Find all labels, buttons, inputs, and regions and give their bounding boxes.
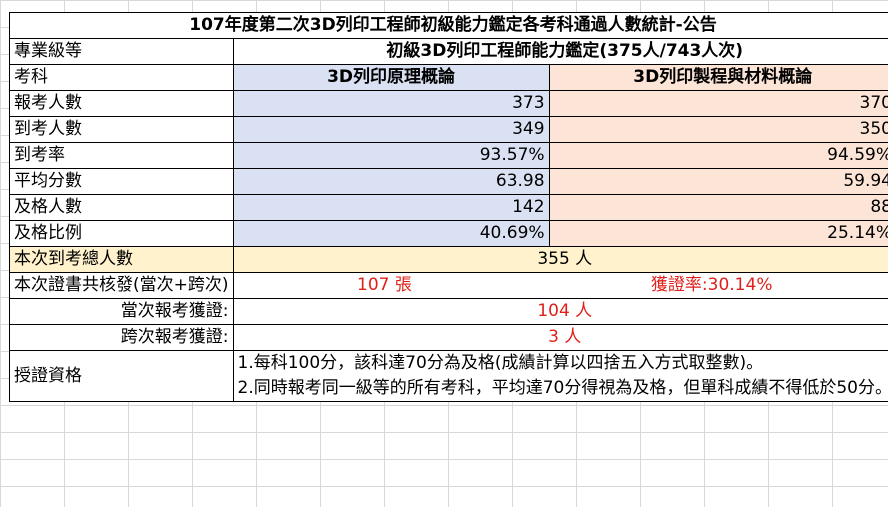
- title-row: 107年度第二次3D列印工程師初級能力鑑定各考科通過人數統計-公告: [9, 12, 888, 39]
- subject-2-value[interactable]: 88: [548, 194, 888, 221]
- level-label[interactable]: 專業級等: [9, 38, 234, 65]
- certificates-rate: 獲證率:30.14%: [650, 275, 773, 295]
- cross-cert-value[interactable]: 3 人: [232, 324, 888, 351]
- subject-1-value[interactable]: 349: [232, 116, 550, 143]
- current-cert-value[interactable]: 104 人: [232, 298, 888, 325]
- total-attendees-value[interactable]: 355 人: [232, 246, 888, 273]
- certificates-row: 本次證書共核發(當次+跨次) 107 張 獲證率:30.14%: [9, 272, 888, 299]
- subject-2-value[interactable]: 25.14%: [548, 220, 888, 247]
- row-label[interactable]: 及格比例: [9, 220, 234, 247]
- table-row: 到考人數 349 350: [9, 116, 888, 143]
- row-label[interactable]: 報考人數: [9, 90, 234, 117]
- subject-row: 考科 3D列印原理概論 3D列印製程與材料概論: [9, 64, 888, 91]
- current-cert-row: 當次報考獲證: 104 人: [9, 298, 888, 325]
- total-attendees-row: 本次到考總人數 355 人: [9, 246, 888, 273]
- total-attendees-label[interactable]: 本次到考總人數: [9, 246, 234, 273]
- table-row: 及格人數 142 88: [9, 194, 888, 221]
- current-cert-label[interactable]: 當次報考獲證:: [9, 298, 234, 325]
- level-value[interactable]: 初級3D列印工程師能力鑑定(375人/743人次): [232, 38, 888, 65]
- row-label[interactable]: 到考率: [9, 142, 234, 169]
- table-row: 平均分數 63.98 59.94: [9, 168, 888, 195]
- table-row: 及格比例 40.69% 25.14%: [9, 220, 888, 247]
- table-title[interactable]: 107年度第二次3D列印工程師初級能力鑑定各考科通過人數統計-公告: [9, 12, 888, 39]
- results-table: 107年度第二次3D列印工程師初級能力鑑定各考科通過人數統計-公告 專業級等 初…: [9, 12, 888, 402]
- qualification-rule-2: 2.同時報考同一級等的所有考科，平均達70分得視為及格，但單科成績不得低於50分…: [237, 378, 888, 398]
- subject-2-value[interactable]: 59.94: [548, 168, 888, 195]
- subject-1-value[interactable]: 93.57%: [232, 142, 550, 169]
- row-label[interactable]: 及格人數: [9, 194, 234, 221]
- certificates-cell[interactable]: 107 張 獲證率:30.14%: [232, 272, 888, 299]
- subject-2-value[interactable]: 94.59%: [548, 142, 888, 169]
- level-row: 專業級等 初級3D列印工程師能力鑑定(375人/743人次): [9, 38, 888, 65]
- qualification-body[interactable]: 1.每科100分，該科達70分為及格(成績計算以四捨五入方式取整數)。 2.同時…: [232, 350, 888, 402]
- qualification-row: 授證資格 1.每科100分，該科達70分為及格(成績計算以四捨五入方式取整數)。…: [9, 350, 888, 402]
- cross-cert-label[interactable]: 跨次報考獲證:: [9, 324, 234, 351]
- subject-1-value[interactable]: 40.69%: [232, 220, 550, 247]
- subject-label[interactable]: 考科: [9, 64, 234, 91]
- subject-2-value[interactable]: 350: [548, 116, 888, 143]
- certificates-count: 107 張: [357, 275, 412, 295]
- cross-cert-row: 跨次報考獲證: 3 人: [9, 324, 888, 351]
- qualification-rule-1: 1.每科100分，該科達70分為及格(成績計算以四捨五入方式取整數)。: [237, 353, 764, 373]
- subject-2-value[interactable]: 370: [548, 90, 888, 117]
- subject-1-header[interactable]: 3D列印原理概論: [232, 64, 550, 91]
- subject-2-header[interactable]: 3D列印製程與材料概論: [548, 64, 888, 91]
- qualification-label[interactable]: 授證資格: [9, 350, 234, 402]
- table-row: 報考人數 373 370: [9, 90, 888, 117]
- row-label[interactable]: 平均分數: [9, 168, 234, 195]
- row-label[interactable]: 到考人數: [9, 116, 234, 143]
- subject-1-value[interactable]: 63.98: [232, 168, 550, 195]
- subject-1-value[interactable]: 142: [232, 194, 550, 221]
- table-row: 到考率 93.57% 94.59%: [9, 142, 888, 169]
- subject-1-value[interactable]: 373: [232, 90, 550, 117]
- certificates-label[interactable]: 本次證書共核發(當次+跨次): [9, 272, 234, 299]
